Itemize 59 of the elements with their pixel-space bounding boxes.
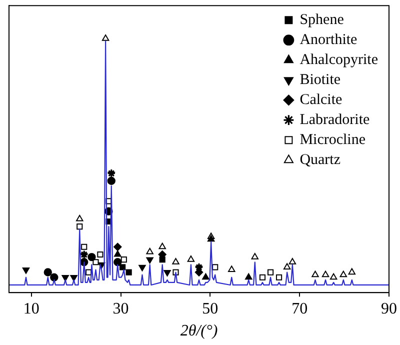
point (267, 269, 274, 276)
point (44, 268, 52, 276)
point (50, 273, 58, 282)
point (70, 275, 78, 282)
legend-label: Quartz (300, 152, 341, 168)
point (330, 273, 338, 280)
point (187, 255, 195, 262)
point (22, 267, 30, 274)
point (114, 242, 122, 251)
point (340, 270, 348, 278)
point (81, 244, 88, 250)
point (322, 270, 330, 278)
point (202, 273, 210, 280)
point (251, 252, 258, 260)
point (107, 176, 116, 185)
point (120, 256, 127, 263)
point (212, 264, 218, 270)
legend-label: Anorthite (300, 32, 358, 48)
legend-label: Microcline (300, 132, 366, 148)
x-tick-label: 30 (112, 300, 129, 318)
point (159, 256, 166, 263)
point (194, 268, 204, 276)
point (146, 257, 154, 264)
point (259, 274, 266, 280)
point (62, 275, 69, 282)
point (114, 258, 122, 266)
point (114, 250, 122, 257)
point (138, 264, 146, 272)
legend-label: Ahalcopyrite (300, 52, 378, 68)
x-tick-label: 50 (202, 300, 218, 318)
point (288, 258, 296, 264)
point (348, 268, 356, 275)
point (228, 266, 236, 272)
x-tick-label: 10 (23, 300, 40, 318)
legend-label: Labradorite (300, 112, 370, 128)
point (146, 248, 154, 254)
point (172, 258, 180, 264)
point (158, 242, 166, 250)
point (126, 269, 132, 276)
point (312, 270, 319, 278)
point (88, 252, 96, 262)
point (76, 224, 83, 230)
point (245, 273, 252, 280)
x-tick-label: 90 (381, 300, 397, 318)
point (86, 269, 92, 276)
point (97, 251, 104, 258)
point (276, 274, 282, 280)
point (207, 235, 215, 242)
point (92, 259, 99, 266)
legend-label: Sphene (300, 12, 344, 28)
point (102, 34, 110, 41)
point (164, 270, 171, 276)
x-axis-title: 2θ/(°) (180, 322, 218, 340)
x-tick-label: 70 (292, 300, 308, 318)
legend-label: Calcite (300, 92, 343, 108)
point (120, 264, 126, 270)
legend-label: Biotite (300, 72, 341, 88)
point (283, 263, 291, 270)
point (76, 214, 84, 222)
